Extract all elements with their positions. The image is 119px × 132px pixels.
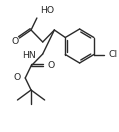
Text: HN: HN [22, 51, 36, 60]
Text: O: O [13, 74, 20, 82]
Text: O: O [48, 62, 55, 70]
Text: HO: HO [40, 6, 54, 15]
Text: Cl: Cl [108, 50, 118, 59]
Text: O: O [12, 37, 19, 46]
